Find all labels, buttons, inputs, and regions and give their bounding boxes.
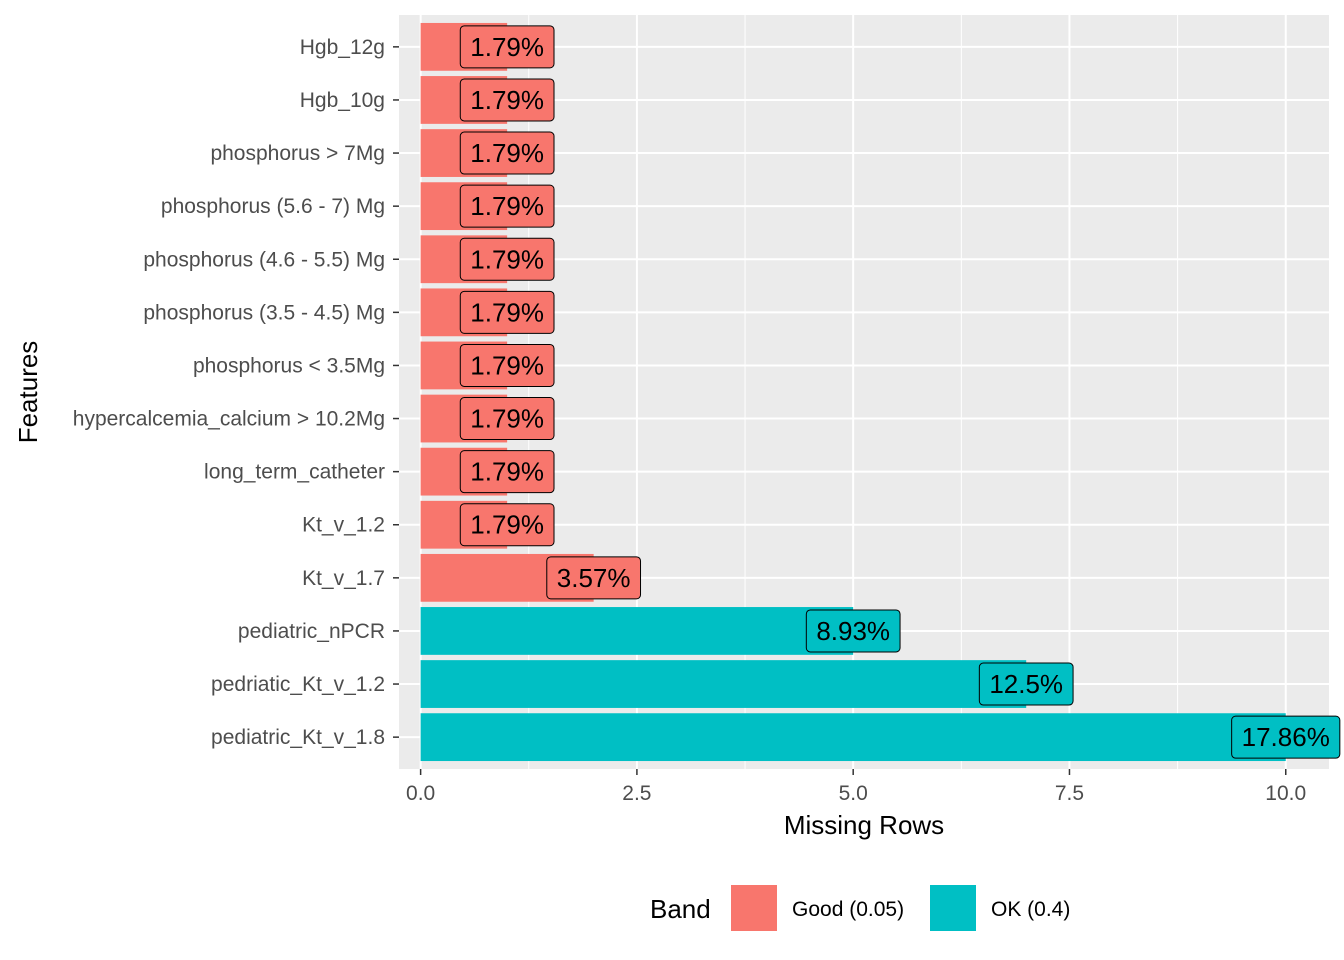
bar-label: 1.79% — [459, 184, 555, 228]
bar-label-box — [459, 450, 555, 494]
legend-key-ok — [930, 885, 976, 931]
x-tick-label: 2.5 — [622, 782, 651, 805]
legend-title: Band — [650, 894, 711, 924]
bar — [420, 607, 854, 655]
y-tick-label: phosphorus (3.5 - 4.5) Mg — [143, 301, 385, 324]
bar-label-text: 8.93% — [816, 616, 890, 646]
y-tick-label: Kt_v_1.2 — [302, 514, 385, 537]
y-tick-label: Hgb_10g — [300, 89, 385, 112]
bar-label-box — [546, 556, 642, 600]
bar-label-box — [459, 343, 555, 387]
bar-label-text: 1.79% — [470, 32, 544, 62]
legend: Band Good (0.05) OK (0.4) — [650, 885, 1070, 931]
bar-label-text: 1.79% — [470, 510, 544, 540]
y-tick-label: phosphorus < 3.5Mg — [193, 354, 385, 377]
bar-label: 17.86% — [1231, 715, 1341, 759]
bar-label-text: 1.79% — [470, 191, 544, 221]
bar-label: 1.79% — [459, 78, 555, 122]
bar-label: 1.79% — [459, 397, 555, 441]
y-tick-label: long_term_catheter — [204, 461, 385, 484]
y-tick-label: Hgb_12g — [300, 36, 385, 59]
bar-label-text: 1.79% — [470, 244, 544, 274]
x-axis: 0.0 2.5 5.0 7.5 10.0 — [406, 769, 1306, 805]
bar-label-box — [459, 290, 555, 334]
bar-label-box — [459, 237, 555, 281]
bar-label-text: 17.86% — [1242, 722, 1330, 752]
bar-label: 1.79% — [459, 25, 555, 69]
y-tick-label: pediatric_nPCR — [238, 620, 385, 643]
bar-labels: 1.79% 1.79% 1.79% 1.79% 1.79% 1.79% 1.79% 1.79%… — [459, 25, 1341, 759]
bar-label: 12.5% — [978, 662, 1074, 706]
y-tick-label: phosphorus > 7Mg — [210, 142, 385, 165]
bar-label: 1.79% — [459, 450, 555, 494]
bar-label-box — [978, 662, 1074, 706]
bar-label: 1.79% — [459, 131, 555, 175]
legend-label-ok: OK (0.4) — [991, 898, 1070, 921]
y-axis: Hgb_12g Hgb_10g phosphorus > 7Mg phosphorus… — [73, 36, 399, 749]
x-tick-label: 10.0 — [1265, 782, 1306, 805]
y-tick-label: Kt_v_1.7 — [302, 567, 385, 590]
x-tick-label: 0.0 — [406, 782, 435, 805]
bar-label-text: 1.79% — [470, 404, 544, 434]
x-tick-label: 7.5 — [1055, 782, 1084, 805]
bar-label-text: 12.5% — [989, 669, 1063, 699]
legend-label-good: Good (0.05) — [792, 898, 904, 921]
x-axis-title: Missing Rows — [784, 810, 944, 840]
bar-label-text: 3.57% — [557, 563, 631, 593]
bar-label-box — [459, 397, 555, 441]
bar-label-box — [459, 25, 555, 69]
bar-label-text: 1.79% — [470, 85, 544, 115]
bar-label-text: 1.79% — [470, 457, 544, 487]
bar-label: 8.93% — [805, 609, 901, 653]
y-axis-title: Features — [13, 341, 43, 444]
y-tick-label: pediatric_Kt_v_1.8 — [211, 726, 385, 749]
bar-label-text: 1.79% — [470, 138, 544, 168]
bar-label-text: 1.79% — [470, 350, 544, 380]
bar-label: 1.79% — [459, 503, 555, 547]
legend-key-good — [731, 885, 777, 931]
bar — [420, 660, 1027, 708]
bar-label-box — [1231, 715, 1341, 759]
panel-background — [399, 15, 1329, 769]
bar — [420, 713, 1286, 762]
y-tick-label: phosphorus (5.6 - 7) Mg — [161, 195, 385, 218]
bar-label-box — [459, 184, 555, 228]
y-tick-label: pedriatic_Kt_v_1.2 — [211, 673, 385, 696]
y-tick-label: hypercalcemia_calcium > 10.2Mg — [73, 408, 385, 431]
bar-label: 1.79% — [459, 290, 555, 334]
bar-label-box — [805, 609, 901, 653]
bar-label-box — [459, 78, 555, 122]
bar-label-text: 1.79% — [470, 297, 544, 327]
y-tick-label: phosphorus (4.6 - 5.5) Mg — [143, 248, 385, 271]
bar-label: 1.79% — [459, 237, 555, 281]
bar-label: 3.57% — [546, 556, 642, 600]
bar-label-box — [459, 503, 555, 547]
bar-label: 1.79% — [459, 343, 555, 387]
x-tick-label: 5.0 — [839, 782, 868, 805]
bar-label-box — [459, 131, 555, 175]
